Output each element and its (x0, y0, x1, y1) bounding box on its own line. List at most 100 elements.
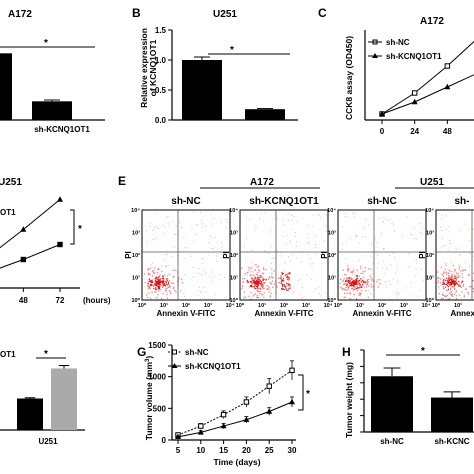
flow-dot (450, 283, 452, 285)
flow-dot (454, 275, 456, 278)
flow-dot (254, 285, 256, 287)
flow-dot (383, 248, 385, 250)
flow-dot (201, 227, 203, 229)
flow-dot (157, 276, 159, 279)
flow-dot (353, 271, 355, 273)
panel-d-point-2-4 (57, 241, 63, 248)
flow-dot (361, 289, 363, 292)
flow-dot (439, 278, 442, 280)
flow-dot (371, 273, 373, 275)
flow-dot (149, 267, 152, 269)
flow-dot (439, 282, 441, 284)
flow-dot (257, 281, 259, 284)
flow-dot (445, 264, 447, 266)
panel-b-ytick-1: 0.0 (155, 116, 167, 125)
flow-dot (155, 284, 157, 286)
flow-dot (302, 287, 304, 289)
flow-dot (256, 282, 258, 284)
flow-dot (241, 288, 243, 290)
flow-dot (260, 285, 262, 287)
flow-dot (248, 295, 250, 297)
flow-dot (175, 234, 177, 235)
flow-dot (346, 279, 348, 281)
flow-dot (263, 278, 265, 280)
flow-dot (349, 290, 351, 292)
flow-dot (193, 212, 195, 214)
flow-dot (162, 293, 164, 295)
panel-g-xlabel: Time (days) (213, 457, 260, 467)
flow-dot (263, 291, 265, 294)
flow-dot (264, 250, 266, 252)
flow-ytick-4-5: 10⁴ (425, 208, 434, 214)
flow-dot (345, 281, 347, 283)
flow-dot (360, 285, 362, 287)
flow-plot-title-4: sh- (455, 196, 470, 207)
flow-dot (354, 286, 356, 288)
flow-dot (440, 266, 442, 268)
panel-g-point-1-6 (289, 367, 295, 374)
flow-dot (352, 212, 354, 214)
flow-dot (459, 285, 462, 287)
flow-dot (260, 281, 263, 283)
flow-ytick-3-1: 10⁰ (327, 297, 336, 304)
flow-dot (162, 278, 165, 280)
panel-d-bracket (70, 209, 75, 245)
flow-dot (147, 282, 149, 284)
flow-dot (271, 268, 273, 270)
flow-dot (442, 272, 445, 275)
flow-dot (365, 236, 366, 238)
flow-dot (245, 217, 247, 219)
panel-g-ytick-4: 1500 (148, 341, 166, 350)
flow-dot (282, 279, 284, 281)
flow-dot (157, 280, 159, 283)
flow-dot (165, 283, 168, 286)
flow-dot (255, 284, 257, 286)
flow-dot (358, 284, 360, 286)
flow-dot (362, 276, 365, 279)
flow-dot (270, 263, 272, 264)
flow-dot (263, 220, 265, 222)
flow-dot (365, 218, 367, 220)
flow-dot (352, 282, 354, 284)
flow-dot (252, 281, 254, 283)
flow-dot (353, 282, 355, 284)
flow-dot (278, 282, 280, 284)
flow-dot (363, 280, 365, 283)
flow-dot (391, 222, 393, 224)
panel-d-plot: 48 72 (0, 196, 65, 305)
flow-plot-title-1: sh-NC (171, 196, 200, 207)
flow-dot (343, 277, 345, 280)
flow-dot (423, 279, 424, 281)
flow-dot (257, 276, 259, 278)
flow-dot (167, 254, 169, 255)
flow-dot (203, 269, 205, 271)
panel-d-legend-partial: OT1 (0, 208, 16, 217)
flow-dot (323, 240, 325, 242)
flow-dot (364, 267, 366, 269)
flow-dot (341, 249, 343, 251)
flow-dot (464, 288, 466, 290)
flow-dot (168, 265, 170, 267)
flow-dot (298, 293, 300, 295)
flow-dot (464, 223, 466, 225)
panel-g-bracket (298, 374, 304, 411)
flow-dot (283, 280, 285, 282)
flow-dot (201, 263, 203, 265)
flow-dot (295, 232, 297, 233)
flow-dot (213, 248, 215, 250)
flow-dot (465, 288, 468, 290)
flow-dot (246, 274, 248, 276)
flow-dot (420, 222, 421, 224)
panel-c-xtick-2: 24 (410, 127, 419, 136)
flow-dot (322, 250, 324, 252)
flow-dot (263, 287, 265, 289)
flow-dot (396, 297, 398, 299)
flow-dot (158, 285, 160, 287)
panel-b-letter: B (132, 6, 141, 20)
flow-dot (450, 284, 452, 286)
flow-dot (159, 280, 162, 282)
panel-g: G Tumor volume (mm3) 0 500 1000 1500 5 10 15 20… (137, 341, 310, 467)
flow-dot (459, 254, 461, 256)
flow-dot (421, 233, 422, 235)
flow-dot (347, 288, 349, 291)
